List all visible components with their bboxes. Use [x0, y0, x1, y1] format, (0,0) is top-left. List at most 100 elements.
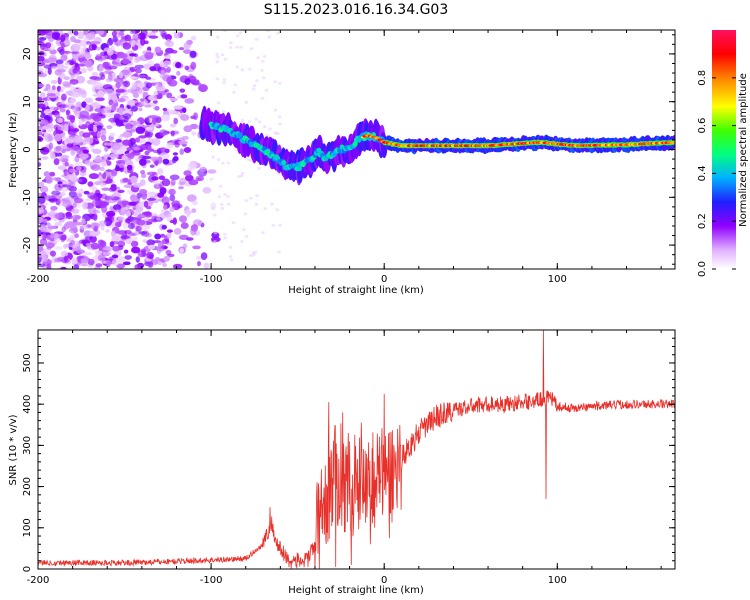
noise-blob: [123, 249, 129, 254]
noise-blob: [210, 206, 215, 210]
noise-blob: [219, 203, 224, 206]
noise-blob: [70, 36, 76, 42]
noise-blob: [56, 117, 63, 123]
noise-blob: [54, 112, 60, 118]
noise-blob: [57, 124, 65, 131]
noise-blob: [173, 31, 181, 39]
noise-blob: [137, 74, 147, 78]
noise-blob: [163, 60, 172, 66]
noise-blob: [41, 256, 48, 262]
noise-blob: [80, 258, 88, 263]
noise-blob: [160, 69, 166, 76]
noise-blob: [139, 189, 148, 195]
noise-blob: [82, 149, 89, 154]
noise-blob: [150, 156, 159, 161]
y-tick-label: 400: [22, 395, 33, 414]
noise-blob: [98, 30, 105, 36]
noise-blob: [200, 252, 208, 260]
noise-blob: [68, 168, 77, 173]
noise-blob: [66, 114, 75, 121]
noise-blob: [158, 175, 166, 180]
noise-blob: [45, 83, 51, 90]
noise-blob: [213, 240, 217, 244]
noise-blob: [44, 42, 52, 49]
noise-blob: [138, 231, 148, 235]
noise-blob: [248, 158, 252, 162]
noise-blob: [183, 125, 193, 133]
noise-blob: [242, 228, 246, 232]
noise-blob: [95, 263, 103, 268]
noise-blob: [48, 113, 53, 117]
noise-blob: [143, 200, 149, 208]
noise-blob: [252, 87, 256, 91]
noise-blob: [86, 40, 91, 45]
noise-blob: [142, 239, 147, 243]
noise-blob: [57, 165, 67, 170]
noise-blob: [179, 248, 185, 254]
noise-blob: [61, 93, 67, 101]
noise-blob: [84, 252, 92, 256]
noise-blob: [141, 211, 151, 216]
noise-blob: [222, 78, 227, 81]
noise-blob: [54, 246, 63, 250]
noise-blob: [111, 60, 117, 65]
ridge-core-cell: [671, 141, 675, 144]
noise-blob: [166, 229, 173, 233]
noise-blob: [157, 93, 163, 100]
noise-blob: [114, 117, 120, 124]
noise-blob: [60, 34, 66, 42]
noise-blob: [38, 83, 45, 88]
x-tick-label: 100: [548, 575, 567, 586]
noise-blob: [62, 180, 70, 185]
colorbar-tick-label: 0.2: [697, 213, 708, 229]
noise-blob: [61, 158, 69, 163]
noise-blob: [96, 125, 103, 129]
noise-blob: [173, 105, 183, 110]
noise-blob: [275, 208, 280, 212]
ridge-mid-cell: [352, 141, 358, 147]
noise-blob: [270, 202, 274, 206]
noise-blob: [38, 196, 46, 204]
noise-blob: [216, 101, 221, 105]
noise-blob: [111, 30, 117, 37]
noise-blob: [95, 46, 102, 51]
noise-blob: [100, 240, 106, 247]
noise-blob: [79, 110, 90, 119]
noise-blob: [63, 76, 70, 80]
colorbar-tick-label: 0.6: [697, 118, 708, 134]
noise-blob: [183, 170, 192, 177]
noise-blob: [60, 266, 67, 269]
noise-blob: [177, 95, 182, 99]
noise-blob: [173, 117, 178, 125]
noise-blob: [120, 235, 131, 240]
noise-blob: [221, 161, 225, 165]
noise-blob: [51, 190, 61, 196]
noise-blob: [122, 42, 132, 50]
noise-blob: [60, 42, 65, 49]
noise-blob: [257, 166, 261, 170]
noise-blob: [48, 198, 58, 202]
noise-blob: [199, 166, 207, 173]
noise-blob: [180, 222, 189, 230]
noise-blob: [170, 178, 176, 186]
noise-blob: [98, 200, 108, 209]
noise-blob: [68, 227, 79, 234]
y-tick-label: -10: [22, 189, 33, 205]
noise-blob: [243, 212, 248, 216]
x-tick-label: 0: [381, 274, 387, 285]
y-tick-label: 10: [22, 95, 33, 108]
noise-blob: [123, 80, 131, 88]
noise-blob: [128, 100, 139, 104]
snr-frame: [37, 329, 676, 570]
noise-blob: [255, 194, 259, 198]
noise-blob: [172, 152, 178, 156]
noise-blob: [115, 88, 126, 93]
noise-blob: [66, 238, 72, 242]
noise-blob: [65, 109, 70, 116]
noise-blob: [111, 168, 118, 177]
noise-blob: [51, 85, 56, 91]
noise-blob: [169, 194, 176, 202]
noise-blob: [39, 43, 48, 47]
noise-blob: [93, 225, 99, 232]
noise-blob: [179, 148, 185, 155]
